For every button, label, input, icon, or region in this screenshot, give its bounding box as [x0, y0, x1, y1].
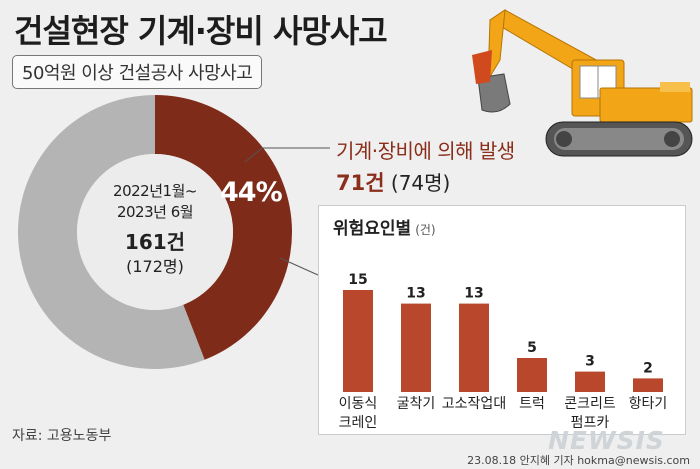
callout-value: 71건 (74명)	[336, 167, 450, 197]
category-label: 트럭	[519, 396, 545, 412]
donut-slice-0	[155, 95, 292, 360]
bar-value-label: 2	[643, 360, 653, 376]
inset-title-text: 위험요인별	[333, 219, 412, 239]
category-label: 콘크리트	[564, 396, 616, 412]
credit-line: 23.08.18 안지혜 기자 hokma@newsis.com	[467, 454, 690, 467]
period-line2: 2023년 6월	[116, 203, 194, 221]
category-label: 이동식	[339, 396, 378, 412]
bar-2	[459, 303, 489, 392]
bar-0	[343, 290, 373, 392]
category-label: 크레인	[339, 415, 378, 431]
chart-subtitle: 50억원 이상 건설공사 사망사고	[12, 55, 263, 89]
inset-leader	[279, 257, 319, 276]
source-note: 자료: 고용노동부	[12, 428, 112, 444]
bar-value-label: 15	[348, 272, 367, 288]
period-text: 2022년1월~ 2023년 6월	[90, 181, 220, 223]
category-label: 항타기	[629, 396, 668, 412]
bar-value-label: 13	[406, 286, 425, 302]
total-cases: 161건	[124, 230, 186, 254]
category-label: 굴착기	[397, 396, 436, 412]
bar-1	[401, 303, 431, 392]
percent-label: 44%	[220, 177, 283, 208]
newsis-logo: NEWSIS	[548, 426, 665, 455]
callout-deaths: (74명)	[390, 171, 451, 195]
inset-unit: (건)	[415, 223, 436, 237]
bar-3	[517, 358, 547, 392]
bar-4	[575, 371, 605, 392]
category-label: 펌프카	[571, 415, 610, 431]
excavator-illustration	[472, 8, 693, 157]
bar-value-label: 3	[585, 354, 595, 370]
bar-5	[633, 378, 663, 392]
callout-label: 기계·장비에 의해 발생	[336, 139, 515, 163]
chart-title: 건설현장 기계·장비 사망사고	[14, 12, 388, 50]
bar-value-label: 13	[464, 286, 483, 302]
bar-value-label: 5	[527, 340, 537, 356]
callout-cases: 71건	[336, 171, 385, 195]
category-label: 고소작업대	[442, 396, 506, 412]
total-deaths: (172명)	[126, 257, 184, 276]
donut-slice-1	[17, 95, 205, 370]
donut-hole	[77, 154, 233, 310]
callout-leader	[244, 147, 330, 163]
period-line1: 2022년1월~	[113, 182, 197, 200]
inset-title: 위험요인별 (건)	[333, 214, 436, 239]
